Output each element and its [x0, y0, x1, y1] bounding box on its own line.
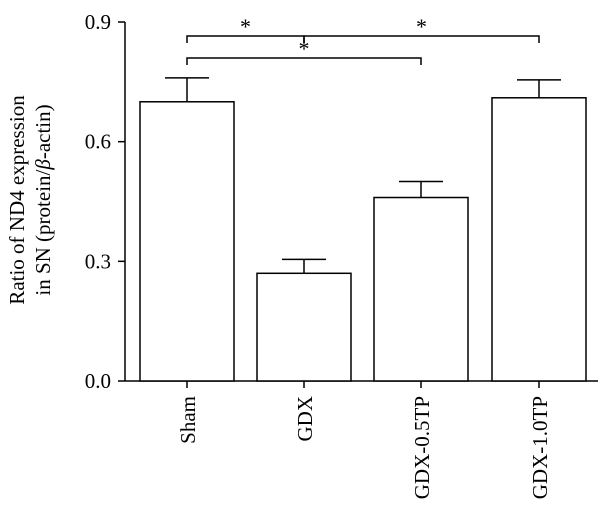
- y-axis-title-beta: β: [31, 159, 55, 171]
- y-tick-label: 0.9: [85, 10, 111, 34]
- significance-brackets: * * *: [186, 14, 540, 65]
- bar-gdx-1-0tp: [491, 97, 587, 382]
- bars: [139, 97, 587, 382]
- y-tick-label: 0.0: [85, 369, 111, 393]
- y-axis-title: Ratio of ND4 expression in SN (protein/β…: [5, 95, 55, 305]
- x-tick-labels: Sham GDX GDX-0.5TP GDX-1.0TP: [176, 396, 552, 499]
- y-axis-title-line2-start: in SN (protein/: [31, 169, 55, 295]
- error-bars: [165, 77, 561, 274]
- x-tick-label: GDX-0.5TP: [410, 396, 434, 499]
- significance-label: *: [240, 14, 251, 39]
- x-tick-label: GDX-1.0TP: [528, 396, 552, 499]
- bar-gdx-0-5tp: [373, 196, 469, 382]
- significance-bracket: [186, 57, 422, 65]
- y-tick-label: 0.6: [85, 130, 111, 154]
- x-tick-label: Sham: [176, 396, 200, 444]
- significance-label: *: [299, 36, 310, 61]
- bar-sham: [139, 101, 235, 382]
- y-axis-title-line1: Ratio of ND4 expression: [5, 95, 29, 305]
- significance-bracket: [303, 35, 540, 43]
- bar-gdx: [256, 272, 352, 382]
- x-tick-label: GDX: [293, 396, 317, 442]
- significance-label: *: [416, 14, 427, 39]
- y-axis-title-line2-end: -actin): [31, 104, 55, 159]
- y-axis-title-line2: in SN (protein/β-actin): [31, 104, 55, 295]
- y-tick-label: 0.3: [85, 249, 111, 273]
